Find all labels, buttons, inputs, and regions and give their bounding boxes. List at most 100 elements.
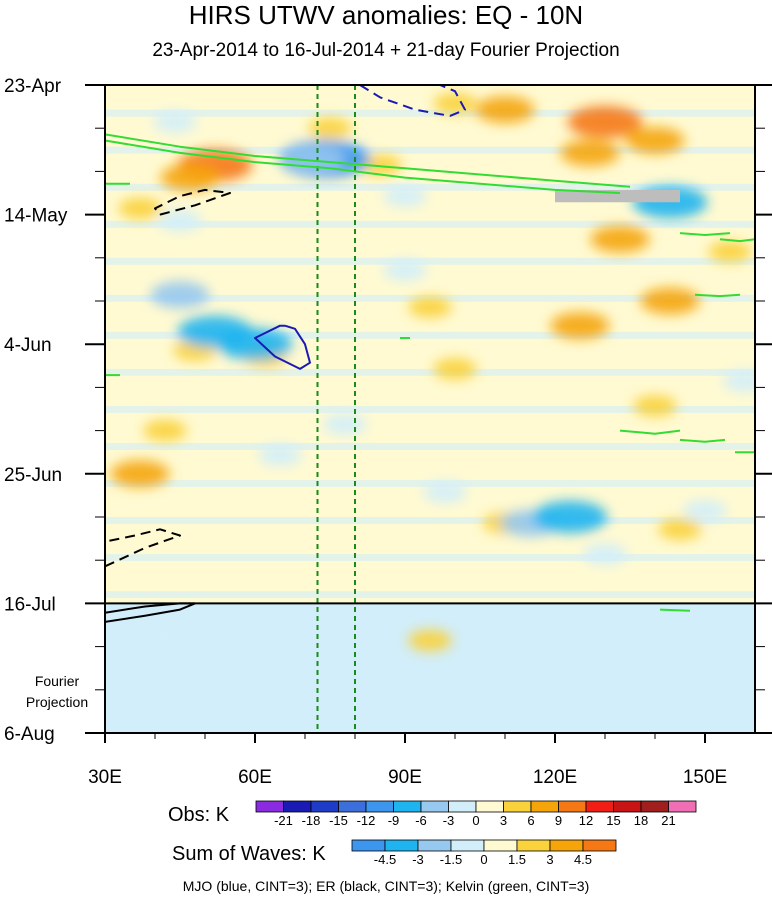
waves-colorbar-swatch [351, 839, 386, 852]
y-tick-label: 16-Jul [4, 594, 56, 615]
obs-colorbar-swatch [475, 800, 504, 813]
anomaly-blob [550, 312, 610, 340]
anomaly-blob [633, 395, 677, 417]
anomaly-blob [433, 92, 477, 115]
texture-stripe [105, 461, 755, 469]
x-tick-label: 60E [238, 767, 272, 788]
chart-title: HIRS UTWV anomalies: EQ - 10N [188, 0, 584, 30]
anomaly-blob [723, 370, 755, 392]
anomaly-blob [590, 225, 650, 253]
mjo-contour [359, 85, 466, 117]
obs-colorbar-tick: 12 [579, 813, 593, 828]
anomaly-blob [433, 358, 477, 380]
y-tick-label: 14-May [4, 206, 68, 227]
waves-colorbar-label: Sum of Waves: K [172, 843, 326, 865]
texture-stripe [105, 535, 755, 543]
obs-colorbar-tick: -3 [443, 813, 455, 828]
anomaly-blob [532, 500, 608, 534]
waves-colorbar-swatch [384, 839, 419, 852]
waves-colorbar-swatch [483, 839, 518, 852]
waves-colorbar-tick: 3 [546, 852, 553, 867]
anomaly-blob [143, 419, 187, 442]
texture-stripe [105, 405, 755, 413]
texture-stripe [105, 591, 755, 599]
waves-colorbar-swatch [516, 839, 551, 852]
anomaly-blob [423, 481, 467, 504]
texture-stripe [105, 202, 755, 210]
anomaly-blob [323, 413, 367, 436]
obs-colorbar-swatch [255, 800, 284, 813]
axes: 23-Apr 14-May 4-Jun 25-Jun 16-Jul 6-Aug Fourie… [4, 76, 772, 788]
anomaly-blob [217, 328, 293, 361]
waves-colorbar-tick: -3 [412, 852, 424, 867]
obs-colorbar-tick: -15 [329, 813, 348, 828]
obs-colorbar-swatch [420, 800, 449, 813]
obs-colorbar-swatch [668, 800, 697, 813]
obs-colorbar-swatch [393, 800, 422, 813]
obs-colorbar-tick: 0 [472, 813, 479, 828]
anomaly-blob [658, 518, 702, 541]
texture-stripe [105, 424, 755, 432]
obs-colorbar-label: Obs: K [168, 804, 230, 826]
anomaly-blob [153, 111, 197, 133]
anomaly-blob [708, 240, 752, 263]
waves-colorbar-tick: 4.5 [574, 852, 592, 867]
kelvin-contour [659, 608, 691, 612]
waves-colorbar-swatch [450, 839, 485, 852]
anomaly-blob [133, 623, 177, 645]
obs-colorbar-swatch [613, 800, 642, 813]
anomaly-blob [383, 185, 427, 207]
kelvin-contour [719, 238, 755, 243]
projection-label: Fourier [35, 673, 80, 689]
obs-colorbar-tick: -6 [415, 813, 427, 828]
kelvin-contour [679, 232, 731, 236]
obs-colorbar-swatch [558, 800, 587, 813]
texture-stripe [105, 479, 755, 487]
anomaly-blob [258, 444, 302, 466]
waves-colorbar-tick: -4.5 [374, 852, 396, 867]
anomaly-field [110, 92, 755, 652]
texture-stripe [105, 239, 755, 247]
y-tick-label: 25-Jun [4, 465, 62, 486]
kelvin-contour [694, 293, 741, 298]
obs-colorbar-tick: 6 [527, 813, 534, 828]
texture-stripe [105, 368, 755, 376]
obs-colorbar-swatch [640, 800, 669, 813]
obs-colorbar-swatch [283, 800, 312, 813]
x-tick-label: 90E [388, 767, 422, 788]
anomaly-blob [118, 197, 162, 220]
er-contour [105, 528, 181, 568]
anomaly-blob [475, 96, 535, 124]
obs-colorbar-tick: -21 [274, 813, 293, 828]
anomaly-blob [683, 500, 727, 522]
obs-colorbar-swatch [310, 800, 339, 813]
waves-colorbar-swatch [549, 839, 584, 852]
texture-stripe [105, 276, 755, 284]
anomaly-blob [583, 543, 627, 565]
anomaly-blob [160, 164, 220, 191]
kelvin-contour [619, 429, 681, 435]
colorbars: -21 -18 -15 -12 -9 -6 -3 0 3 6 9 12 15 18 21 -4.5 -3 -1.5… [255, 800, 697, 867]
texture-stripe [105, 554, 755, 562]
texture-stripe [105, 183, 755, 191]
plot-clip-group [105, 85, 755, 733]
obs-colorbar-swatch [448, 800, 477, 813]
texture-stripe [105, 442, 755, 450]
obs-colorbar-tick: 21 [661, 813, 675, 828]
x-tick-label: 150E [683, 767, 727, 788]
anomaly-blob [408, 629, 452, 652]
chart-subtitle: 23-Apr-2014 to 16-Jul-2014 + 21-day Four… [152, 40, 620, 61]
waves-colorbar-tick: -1.5 [440, 852, 462, 867]
obs-colorbar-tick: -9 [388, 813, 400, 828]
y-tick-label: 4-Jun [4, 335, 52, 356]
texture-stripe [105, 109, 755, 117]
missing-data [555, 189, 680, 203]
obs-colorbar-tick: 3 [500, 813, 507, 828]
kelvin-contour [105, 139, 621, 194]
anomaly-blob [110, 460, 170, 488]
anomaly-blob [158, 210, 202, 232]
texture-stripe [105, 257, 755, 265]
er-contour [105, 602, 196, 623]
texture-stripe [105, 517, 755, 524]
